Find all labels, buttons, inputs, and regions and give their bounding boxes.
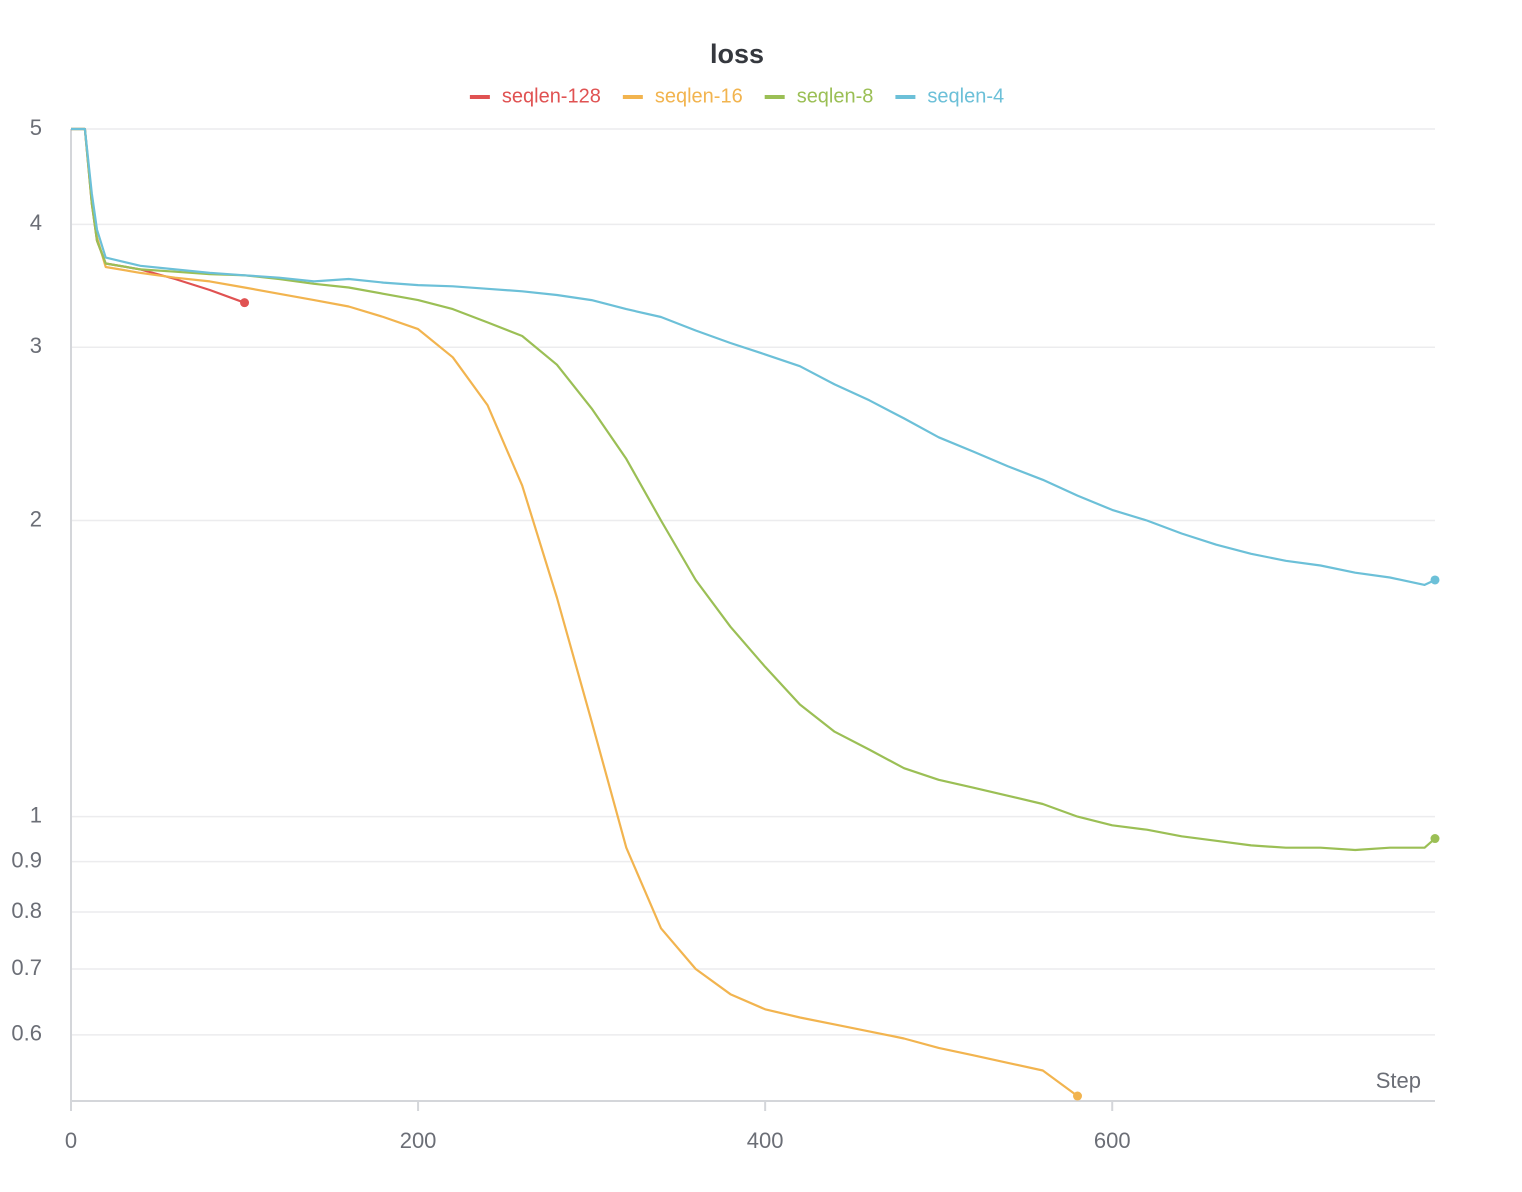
x-axis-label: Step: [1376, 1068, 1421, 1093]
end-point: [1073, 1091, 1083, 1101]
legend-item: seqlen-128: [469, 85, 601, 107]
y-tick-label: 3: [30, 333, 42, 358]
y-tick-label: 0.7: [11, 955, 42, 980]
x-tick-label: 600: [1094, 1128, 1131, 1153]
legend-item: seqlen-16: [622, 85, 743, 107]
y-tick-label: 0.8: [11, 898, 42, 923]
legend-label: seqlen-16: [655, 85, 743, 107]
end-point: [1430, 834, 1440, 844]
line-series: [71, 127, 245, 304]
legend: seqlen-128 seqlen-16 seqlen-8 seqlen-4: [469, 85, 1004, 107]
x-tick-label: 0: [65, 1128, 77, 1153]
x-tick-label: 400: [747, 1128, 784, 1153]
y-tick-label: 0.6: [11, 1021, 42, 1046]
line-series: [71, 127, 1079, 1097]
end-point: [240, 298, 250, 308]
legend-label: seqlen-4: [927, 85, 1004, 107]
legend-label: seqlen-8: [797, 85, 874, 107]
y-tick-label: 5: [30, 115, 42, 140]
y-tick-label: 2: [30, 506, 42, 531]
y-tick-label: 4: [30, 210, 42, 235]
legend-item: seqlen-4: [895, 85, 1004, 107]
end-point: [1430, 575, 1440, 585]
x-tick-label: 200: [400, 1128, 437, 1153]
legend-label: seqlen-128: [502, 85, 601, 107]
chart-title: loss: [710, 39, 764, 69]
y-tick-label: 0.9: [11, 847, 42, 872]
legend-item: seqlen-8: [764, 85, 874, 107]
line-series: [71, 127, 1436, 586]
line-series: [71, 127, 1436, 852]
y-tick-label: 1: [30, 802, 42, 827]
